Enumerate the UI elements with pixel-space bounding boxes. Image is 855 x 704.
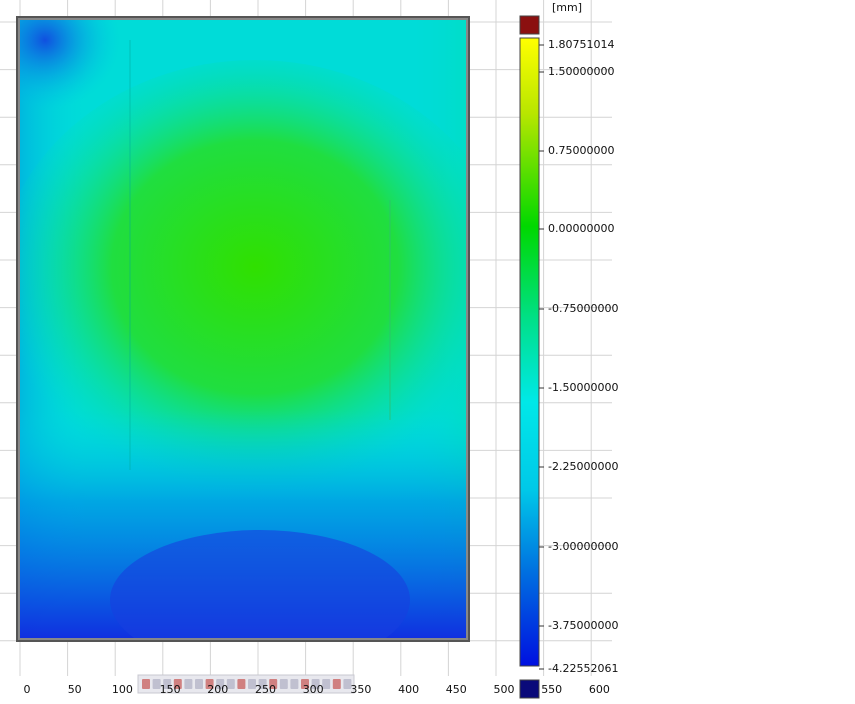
toolbar: [137, 674, 355, 694]
deviation-map: [16, 16, 470, 642]
toolbar-button[interactable]: [258, 679, 267, 689]
toolbar-button[interactable]: [184, 679, 193, 689]
x-axis-label: 150: [160, 683, 181, 696]
over-range-swatch: [519, 15, 540, 35]
x-axis-label: 500: [494, 683, 515, 696]
scale-label: -4.22552061: [548, 662, 618, 675]
x-axis-label: 200: [207, 683, 228, 696]
toolbar-button[interactable]: [163, 679, 172, 689]
x-axis-label: 250: [255, 683, 276, 696]
scale-label: -0.75000000: [548, 302, 618, 315]
scale-label: -1.50000000: [548, 381, 618, 394]
unit-label: [mm]: [552, 1, 582, 14]
x-axis-label: 400: [398, 683, 419, 696]
color-bar: [519, 37, 540, 667]
x-axis-label: 450: [446, 683, 467, 696]
color-scale: [mm] 1.80751014 1.50000000 0.75000000 0.000…: [519, 1, 618, 699]
x-axis-label: 0: [24, 683, 31, 696]
toolbar-button[interactable]: [152, 679, 161, 689]
toolbar-button[interactable]: [322, 679, 331, 689]
toolbar-button[interactable]: [311, 679, 320, 689]
toolbar-button[interactable]: [226, 679, 235, 689]
scale-label: 0.75000000: [548, 144, 614, 157]
toolbar-button[interactable]: [142, 679, 150, 689]
toolbar-button[interactable]: [343, 679, 352, 689]
x-axis-label: 300: [303, 683, 324, 696]
under-range-swatch: [519, 679, 540, 699]
x-axis-label: 350: [350, 683, 371, 696]
toolbar-button[interactable]: [248, 679, 256, 689]
scale-label: -2.25000000: [548, 460, 618, 473]
scale-label: 1.50000000: [548, 65, 614, 78]
toolbar-button[interactable]: [205, 679, 214, 689]
toolbar-button[interactable]: [237, 679, 246, 689]
toolbar-button[interactable]: [195, 679, 203, 689]
x-axis-label: 50: [68, 683, 82, 696]
scale-label: 1.80751014: [548, 38, 614, 51]
x-axis-label: 600: [589, 683, 610, 696]
toolbar-button[interactable]: [216, 679, 225, 689]
toolbar-button[interactable]: [301, 679, 309, 689]
toolbar-button[interactable]: [269, 679, 278, 689]
toolbar-button[interactable]: [290, 679, 299, 689]
toolbar-button[interactable]: [332, 679, 341, 689]
scale-label: 0.00000000: [548, 222, 614, 235]
scale-label: -3.00000000: [548, 540, 618, 553]
toolbar-button[interactable]: [279, 679, 288, 689]
scale-label: -3.75000000: [548, 619, 618, 632]
toolbar-button[interactable]: [173, 679, 182, 689]
x-axis-label: 100: [112, 683, 133, 696]
x-axis-label: 550: [541, 683, 562, 696]
